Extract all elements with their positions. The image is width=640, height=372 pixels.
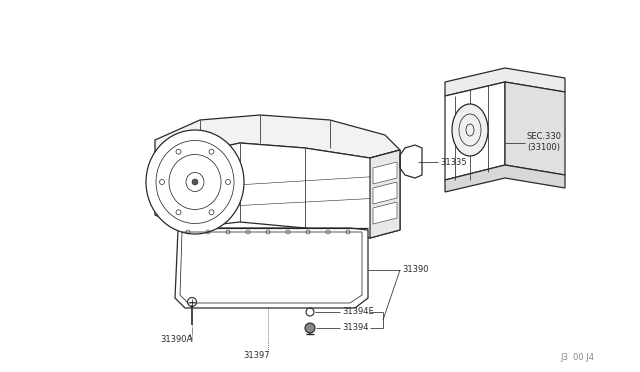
Ellipse shape bbox=[452, 104, 488, 156]
Polygon shape bbox=[505, 82, 565, 175]
Text: J3  00 J4: J3 00 J4 bbox=[560, 353, 594, 362]
Text: (33100): (33100) bbox=[527, 142, 560, 151]
Text: 31390A: 31390A bbox=[160, 336, 192, 344]
Polygon shape bbox=[175, 228, 368, 308]
Text: 31394E: 31394E bbox=[342, 308, 374, 317]
Polygon shape bbox=[445, 68, 565, 96]
Polygon shape bbox=[373, 162, 397, 184]
Text: 31390: 31390 bbox=[402, 266, 429, 275]
Polygon shape bbox=[445, 82, 505, 180]
Polygon shape bbox=[155, 143, 400, 238]
Polygon shape bbox=[373, 202, 397, 224]
Text: 31335: 31335 bbox=[440, 157, 467, 167]
Polygon shape bbox=[373, 182, 397, 204]
Ellipse shape bbox=[192, 179, 198, 185]
Text: 31397: 31397 bbox=[243, 350, 269, 359]
Text: 31394: 31394 bbox=[342, 324, 369, 333]
Ellipse shape bbox=[305, 323, 315, 333]
Polygon shape bbox=[370, 150, 400, 238]
Ellipse shape bbox=[146, 130, 244, 234]
Polygon shape bbox=[445, 165, 565, 192]
Polygon shape bbox=[155, 115, 400, 165]
Text: SEC.330: SEC.330 bbox=[527, 131, 562, 141]
